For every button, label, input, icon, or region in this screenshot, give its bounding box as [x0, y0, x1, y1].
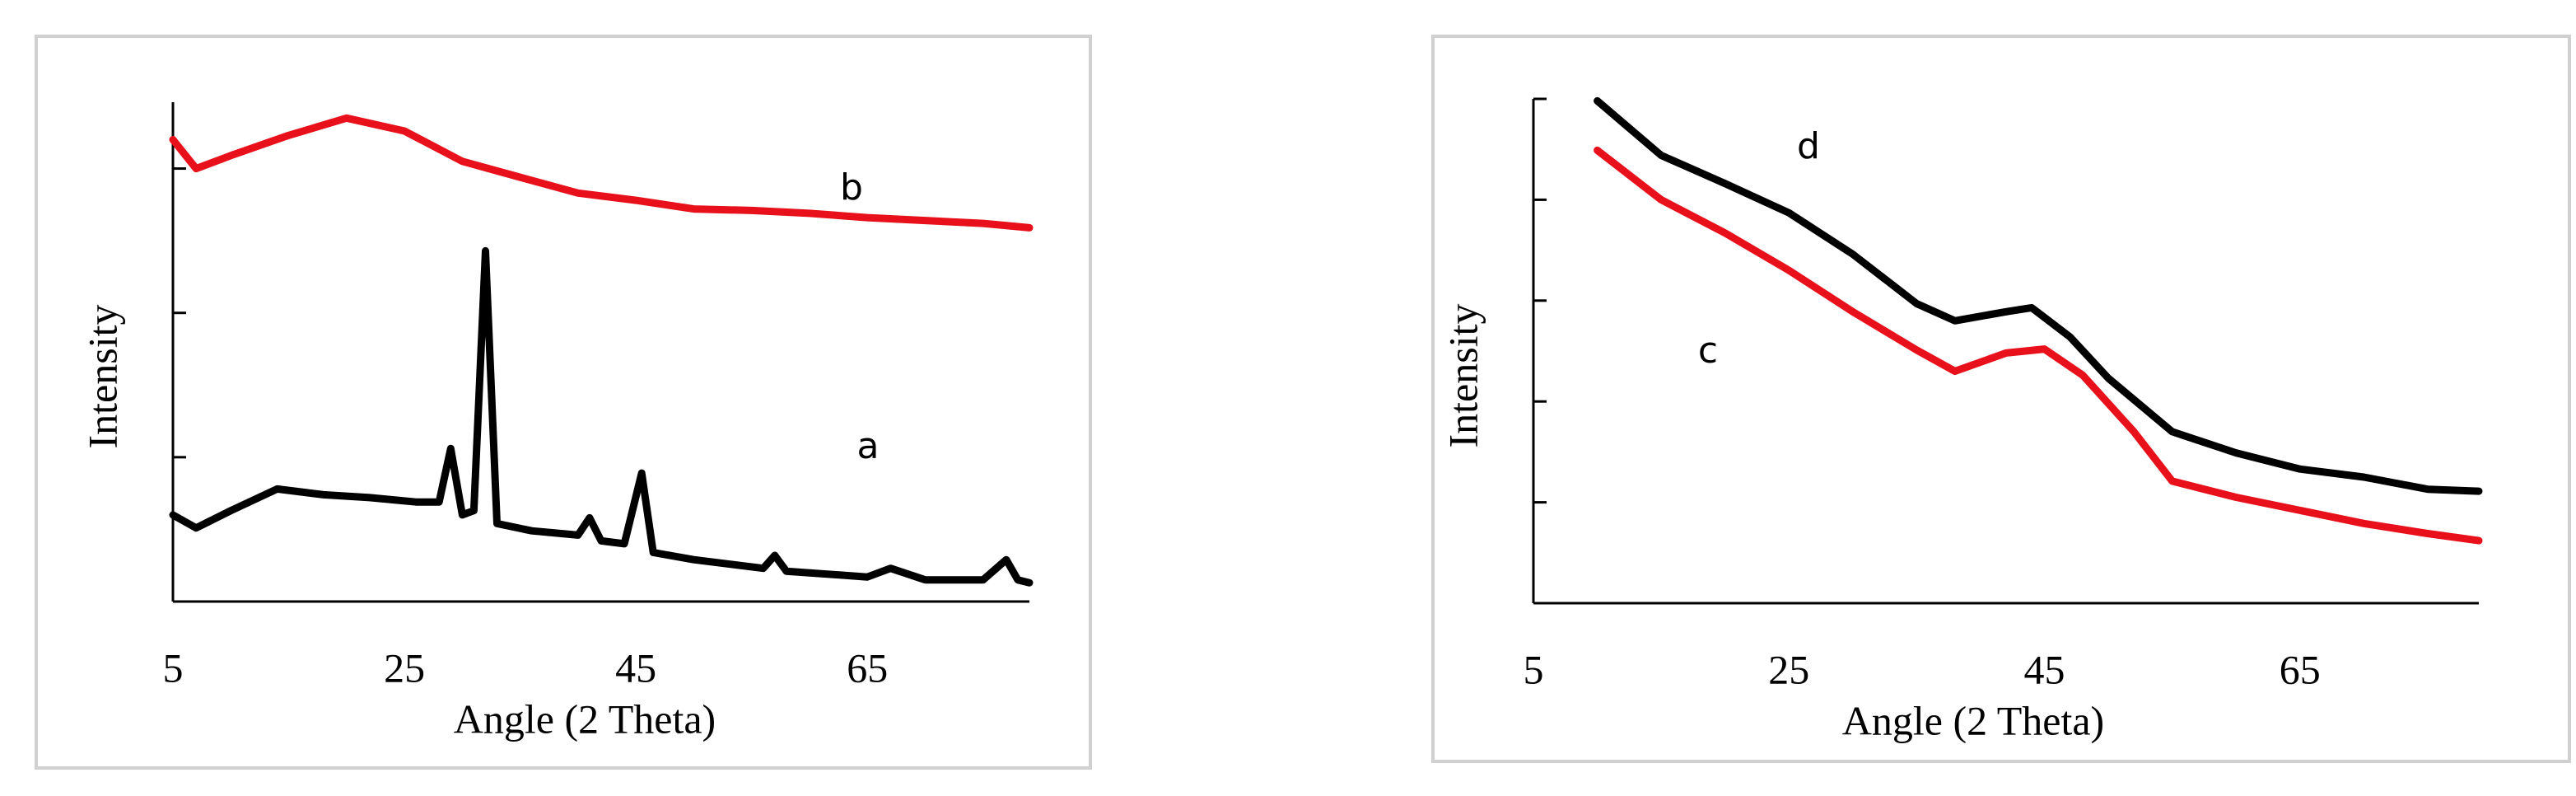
series-label: c [1698, 330, 1718, 372]
x-tick-label: 45 [615, 644, 656, 691]
x-tick-label: 65 [2280, 646, 2321, 692]
series-line [1594, 96, 2483, 495]
series-line [169, 246, 1034, 587]
x-axis-label: Angle (2 Theta) [454, 695, 716, 742]
panel-frame [35, 35, 1092, 770]
y-axis-label: Intensity [1440, 304, 1486, 448]
series-label: b [840, 166, 863, 208]
y-axis-label: Intensity [79, 305, 125, 449]
panel-frame [1431, 35, 2571, 763]
series-line [169, 114, 1034, 232]
series-label: a [857, 425, 880, 467]
series-line [1594, 146, 2483, 545]
x-tick-label: 5 [163, 644, 184, 691]
x-tick-label: 25 [1768, 646, 1809, 692]
x-axis-label: Angle (2 Theta) [1842, 697, 2104, 743]
x-tick-label: 45 [2024, 646, 2065, 692]
series-label: d [1797, 125, 1820, 167]
x-tick-label: 65 [847, 644, 888, 691]
x-tick-label: 5 [1524, 646, 1544, 692]
x-tick-label: 25 [384, 644, 425, 691]
